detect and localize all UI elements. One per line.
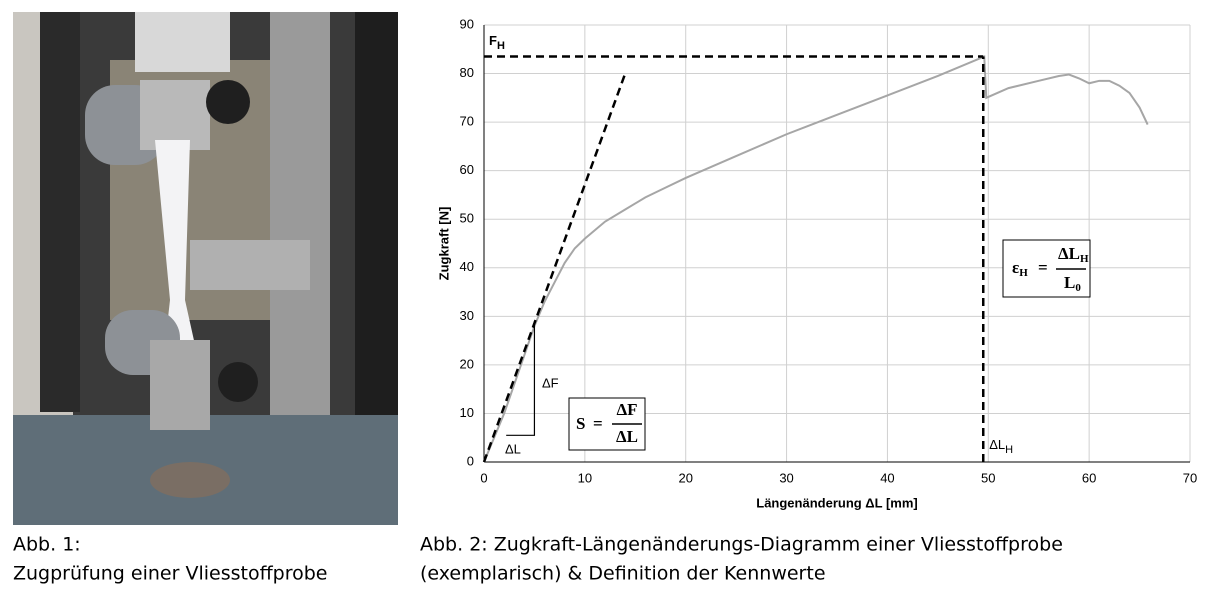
x-tick-label: 70 [1183, 470, 1197, 485]
x-tick-label: 60 [1082, 470, 1096, 485]
annotation-label: ΔLH [989, 437, 1013, 455]
y-tick-label: 60 [460, 162, 474, 177]
y-tick-label: 20 [460, 356, 474, 371]
text-main: ε [1012, 258, 1019, 277]
figure-label: Abb. 1: [13, 534, 81, 556]
y-tick-label: 0 [467, 453, 474, 468]
formula-symbol: εH [1012, 258, 1028, 279]
y-axis-title: Zugkraft [N] [436, 207, 451, 281]
text-main: ΔL [989, 437, 1005, 452]
figure-caption: Zugprüfung einer Vliesstoffprobe [13, 563, 328, 585]
formula-symbol: S [576, 414, 585, 433]
x-tick-label: 30 [779, 470, 793, 485]
formula-numerator: ΔF [616, 400, 637, 419]
text-sub: H [1005, 444, 1013, 456]
formula-denominator: L0 [1064, 273, 1081, 294]
text-sub: H [497, 40, 505, 52]
y-tick-label: 50 [460, 211, 474, 226]
x-tick-label: 50 [981, 470, 995, 485]
x-tick-label: 40 [880, 470, 894, 485]
annotation-label: FH [489, 33, 505, 51]
annotation-label: ΔL [505, 441, 521, 456]
y-tick-label: 40 [460, 259, 474, 274]
data-line [483, 55, 1149, 463]
x-tick-label: 10 [578, 470, 592, 485]
figure-caption: Abb. 2: Zugkraft-Längenänderungs-Diagram… [420, 534, 1063, 556]
x-tick-label: 0 [480, 470, 487, 485]
formula-equals: = [1038, 258, 1048, 277]
y-tick-label: 70 [460, 114, 474, 129]
y-tick-label: 90 [460, 16, 474, 31]
y-tick-label: 80 [460, 65, 474, 80]
photo [13, 12, 398, 525]
figure-caption: (exemplarisch) & Definition der Kennwert… [420, 563, 826, 585]
x-tick-label: 20 [678, 470, 692, 485]
formula-equals: = [593, 414, 603, 433]
text-sub: 0 [1075, 282, 1081, 294]
text-main: ΔL [1058, 244, 1080, 263]
y-tick-label: 10 [460, 405, 474, 420]
text-main: F [489, 33, 497, 48]
x-axis-title: Längenänderung ΔL [mm] [756, 495, 918, 510]
formula-denominator: ΔL [616, 427, 638, 446]
slope-triangle [506, 321, 536, 436]
text-main: L [1064, 273, 1075, 292]
formula-numerator: ΔLH [1058, 244, 1089, 265]
tangent-line [482, 73, 627, 463]
y-tick-label: 30 [460, 308, 474, 323]
text-sub: H [1080, 253, 1089, 265]
annotation-label: ΔF [542, 375, 559, 390]
text-sub: H [1019, 267, 1028, 279]
